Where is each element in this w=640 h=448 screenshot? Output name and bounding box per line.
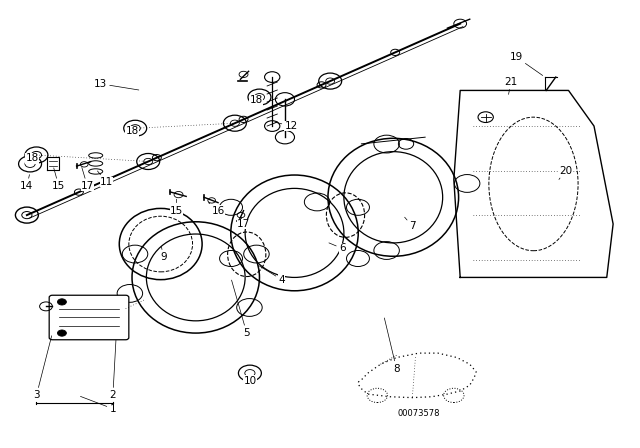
Circle shape [58,299,67,305]
Text: 19: 19 [509,52,543,75]
Text: 5: 5 [232,280,250,338]
Text: 4: 4 [259,266,285,284]
Text: 00073578: 00073578 [397,409,440,418]
Text: 15: 15 [52,168,65,191]
Text: 20: 20 [559,166,572,180]
Text: 9: 9 [161,247,167,263]
Text: 12: 12 [275,121,298,131]
Text: 21: 21 [504,77,518,95]
Text: 8: 8 [385,318,400,374]
Text: 3: 3 [33,336,52,401]
Text: 1: 1 [81,396,116,414]
Text: 10: 10 [243,376,257,386]
Text: 6: 6 [329,243,346,254]
FancyBboxPatch shape [49,295,129,340]
Text: 17: 17 [81,168,94,191]
Text: 7: 7 [404,217,416,231]
Text: 16: 16 [209,202,225,215]
Text: 13: 13 [93,79,139,90]
Text: 15: 15 [170,199,183,215]
Text: 18: 18 [125,126,139,136]
Text: 18: 18 [250,95,263,105]
Text: 2: 2 [109,340,116,401]
Text: 18: 18 [26,153,38,163]
Text: 14: 14 [20,175,33,191]
Circle shape [58,330,67,336]
Text: 11: 11 [97,171,113,187]
Text: 17: 17 [237,217,250,229]
